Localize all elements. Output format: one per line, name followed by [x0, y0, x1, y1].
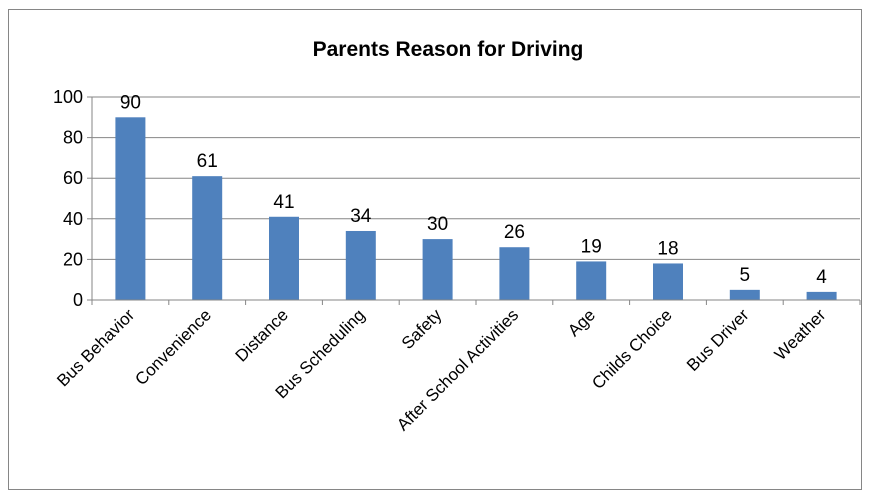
data-label: 4: [816, 267, 827, 288]
y-tick-label: 80: [63, 128, 83, 148]
bar: [115, 117, 146, 300]
data-label: 26: [504, 222, 525, 243]
y-tick-label: 20: [63, 249, 83, 269]
bar: [345, 230, 376, 300]
data-label: 90: [120, 92, 141, 113]
axes: [87, 96, 861, 305]
bar: [192, 176, 223, 300]
data-label: 61: [197, 151, 218, 172]
data-label: 19: [581, 236, 602, 257]
bar: [576, 261, 607, 300]
y-tick-label: 100: [53, 87, 83, 107]
y-tick-label: 40: [63, 209, 83, 229]
data-label: 5: [740, 265, 751, 286]
category-label: Safety: [398, 305, 446, 353]
bar: [422, 239, 453, 300]
category-label: Childs Choice: [588, 305, 676, 393]
chart-title: Parents Reason for Driving: [313, 38, 584, 61]
category-label: Convenience: [131, 305, 215, 389]
bar: [269, 216, 299, 300]
category-label: Bus Driver: [683, 305, 753, 375]
category-label: Age: [564, 305, 599, 340]
data-label: 18: [657, 238, 678, 259]
bar: [729, 289, 760, 300]
bars: [115, 117, 837, 300]
data-label: 30: [427, 214, 448, 235]
category-label: Distance: [232, 305, 292, 365]
bar: [806, 291, 837, 300]
data-label: 34: [350, 206, 372, 227]
category-label: Bus Behavior: [53, 305, 138, 390]
category-label: Weather: [771, 305, 830, 364]
bar: [653, 263, 683, 300]
data-label: 41: [273, 192, 294, 213]
bar: [499, 247, 530, 300]
y-tick-label: 60: [63, 168, 83, 188]
y-tick-label: 0: [73, 290, 83, 310]
